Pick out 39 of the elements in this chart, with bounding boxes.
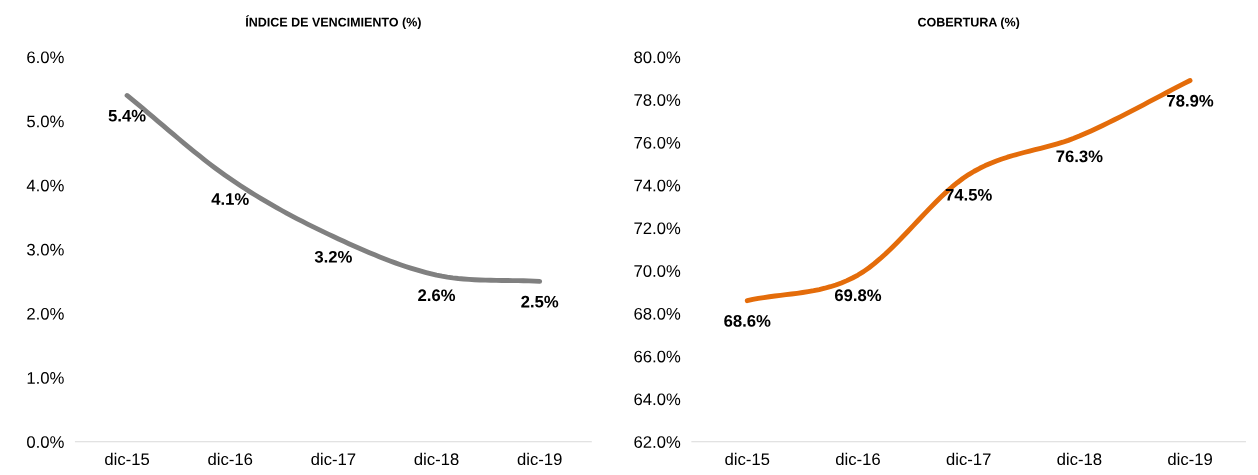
x-tick-label: dic-15 [725,452,770,466]
text: 68.6% [724,315,771,327]
x-tick-label: dic-19 [1168,452,1212,466]
y-tick-label: 6.0% [27,51,64,64]
y-tick-label: 68.0% [634,307,681,320]
text: 4.1% [211,193,249,205]
y-tick-label: 72.0% [634,222,681,235]
y-tick-label: 1.0% [27,372,64,384]
y-tick-label: 62.0% [634,436,681,448]
y-tick-label: 0.0% [27,436,64,448]
text: 2.6% [418,289,456,302]
y-tick-label: 76.0% [634,136,681,149]
y-tick-label: 80.0% [634,51,681,64]
chart-title: COBERTURA (%) [918,17,1020,30]
y-tick-label: 66.0% [634,350,681,363]
x-tick-label: dic-17 [946,452,991,466]
y-tick-label: 70.0% [634,265,681,277]
x-tick-label: dic-15 [105,452,150,466]
x-tick-label: dic-18 [414,452,459,466]
y-tick-label: 4.0% [26,179,64,192]
y-tick-label: 64.0% [634,393,681,406]
text: 74.5% [945,188,992,201]
x-tick-label: dic-17 [311,452,356,466]
y-tick-label: 78.0% [634,94,681,106]
x-tick-label: dic-18 [1057,452,1102,466]
y-tick-label: 2.0% [27,307,64,320]
text: 2.5% [521,295,559,308]
text: 78.9% [1167,94,1214,107]
text: 5.4% [108,109,146,122]
y-tick-label: 5.0% [27,115,64,128]
y-tick-label: 3.0% [27,243,64,256]
text: 69.8% [834,289,882,302]
y-tick-label: 74.0% [634,179,681,192]
text: 3.2% [314,250,352,263]
x-tick-label: dic-19 [517,452,562,466]
x-tick-label: dic-16 [835,452,880,466]
text: 76.3% [1056,150,1103,163]
chart-title: ÍNDICE DE VENCIMIENTO (%) [245,15,421,30]
x-tick-label: dic-16 [208,452,253,466]
